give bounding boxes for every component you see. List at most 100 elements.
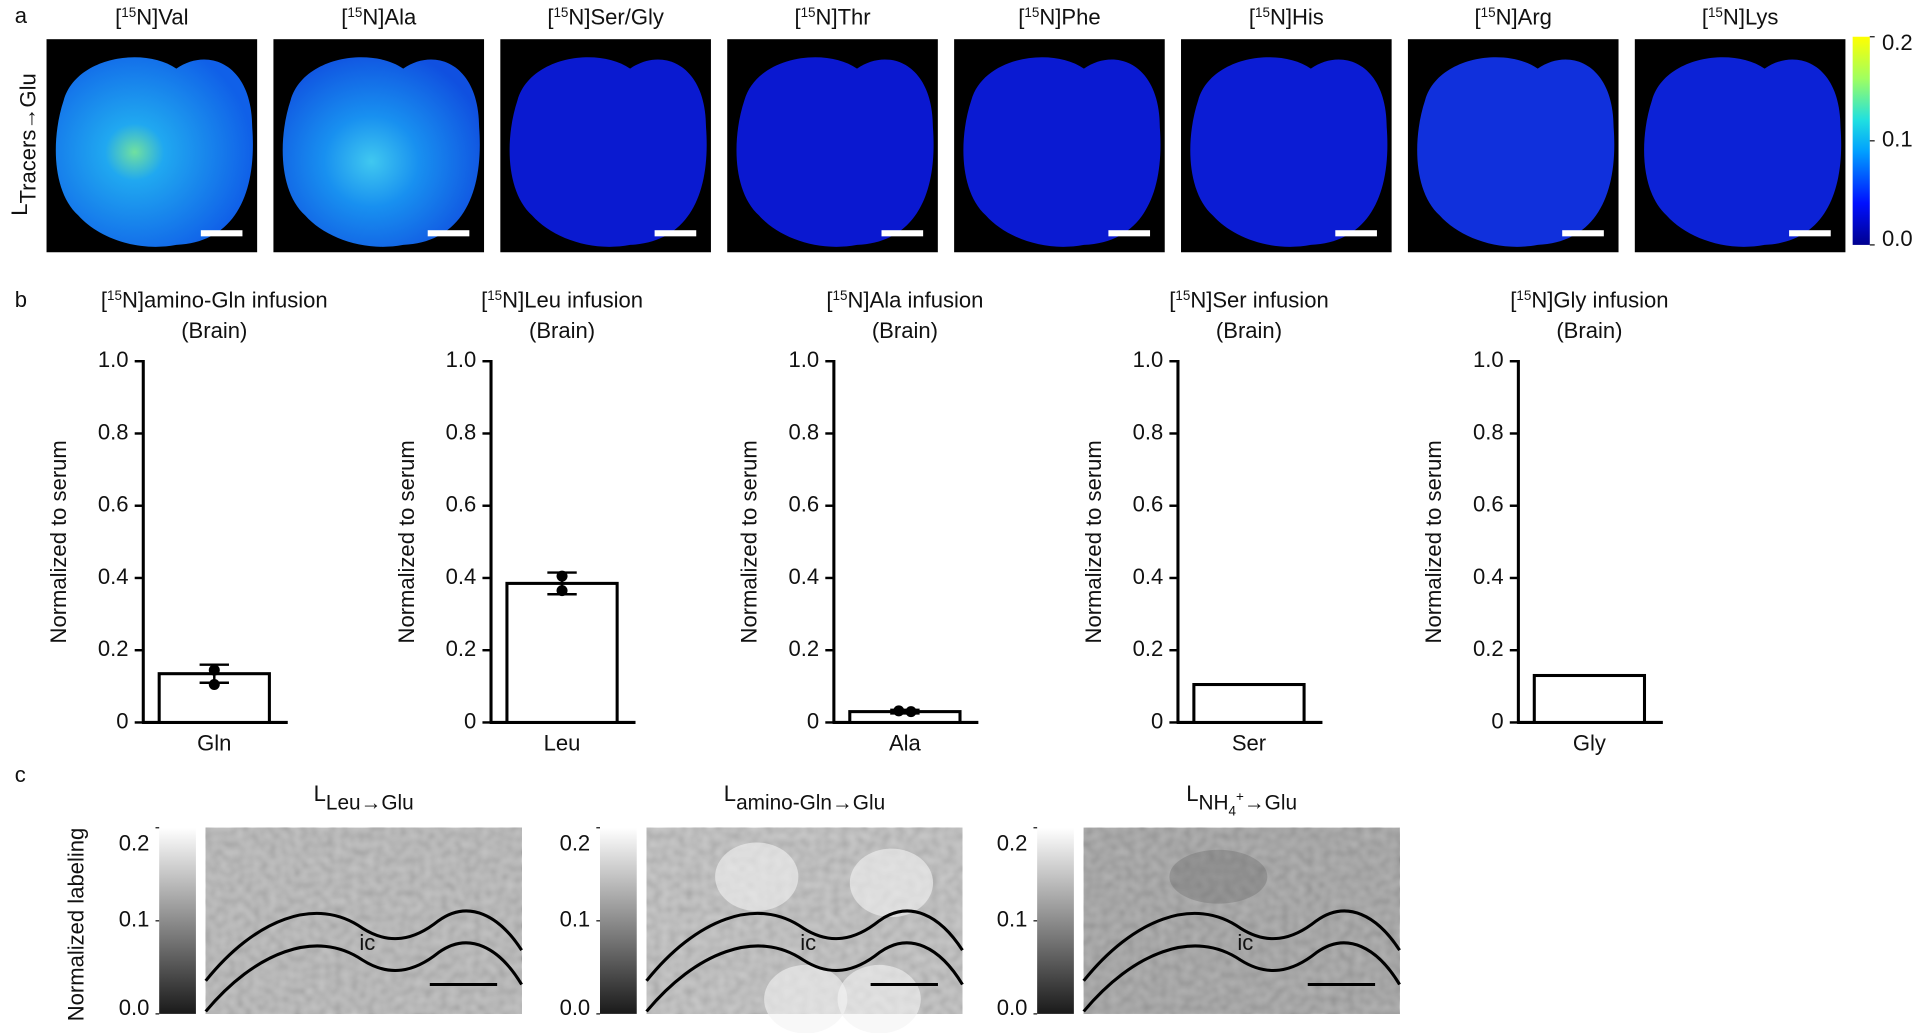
y-axis-label: Normalized labeling — [63, 828, 88, 1021]
scale-bar — [1789, 230, 1831, 237]
y-tick-label: 0.6 — [789, 492, 820, 517]
region-label: ic — [1237, 930, 1253, 955]
y-tick-label: 0.8 — [446, 419, 477, 444]
y-tick-label: 0.6 — [446, 492, 477, 517]
y-tick-label: 0.8 — [98, 419, 129, 444]
y-axis-label: Normalized to serum — [1421, 440, 1446, 643]
image-title-part: NH — [1198, 791, 1228, 814]
y-axis-label: Normalized to serum — [1081, 440, 1106, 643]
image-title: LNH4+→Glu — [1186, 781, 1297, 819]
colorbar-tick-label: 0.0 — [119, 995, 150, 1020]
image-tone — [1083, 827, 1400, 1014]
image-title: Lamino-Gln→Glu — [724, 781, 885, 815]
dark-region — [1169, 849, 1268, 904]
colorbar-tick-label: 0.2 — [997, 831, 1028, 856]
data-point — [208, 679, 220, 691]
chart-title-part: [ — [101, 287, 107, 312]
image-title-part: N]Ala — [362, 5, 417, 30]
image-title-part: N]Lys — [1723, 5, 1779, 30]
data-point — [556, 585, 568, 597]
bright-region — [715, 842, 799, 912]
image-title: [15N]Ser/Gly — [547, 5, 664, 30]
image-title: [15N]Ala — [341, 5, 417, 30]
chart-title-part: [ — [1169, 287, 1175, 312]
image-title-part: →Glu — [1244, 791, 1297, 814]
row-label-part: L — [7, 203, 32, 215]
chart-title-part: N]Ser infusion — [1190, 287, 1328, 312]
brain-section — [736, 57, 934, 247]
image-title-part: [ — [1475, 5, 1481, 30]
colorbar-tick-label: 0.1 — [997, 907, 1028, 932]
colorbar-tick-label: 0.0 — [560, 995, 591, 1020]
image-title-part: + — [1236, 789, 1244, 804]
y-axis-label: Normalized to serum — [46, 440, 71, 643]
chart-subtitle: (Brain) — [181, 318, 247, 343]
brain-section — [1644, 57, 1842, 247]
bright-region — [764, 964, 848, 1033]
region-outline — [204, 909, 523, 982]
image-title: [15N]Lys — [1702, 5, 1779, 30]
colorbar — [159, 827, 196, 1014]
y-tick-label: 0.6 — [98, 492, 129, 517]
chart-title-part: [ — [826, 287, 832, 312]
chart-title: [15N]amino-Gln infusion — [101, 287, 328, 312]
image-title-part: amino-Gln→Glu — [736, 791, 885, 814]
row-label: LTracers→Glu — [7, 73, 41, 215]
y-tick-label: 0 — [807, 708, 819, 733]
image-title-part: 15 — [1708, 5, 1723, 20]
y-axis-label: Normalized to serum — [737, 440, 762, 643]
colorbar — [1852, 36, 1870, 245]
scale-bar — [1562, 230, 1604, 237]
row-label-part: Tracers→Glu — [16, 73, 41, 203]
chart-title-part: [ — [1510, 287, 1516, 312]
image-title-part: [ — [1018, 5, 1024, 30]
y-tick-label: 0.8 — [789, 419, 820, 444]
image-title: [15N]Phe — [1018, 5, 1100, 30]
chart-title-part: 15 — [833, 288, 848, 303]
bar — [1532, 673, 1647, 724]
image-title: [15N]Thr — [794, 5, 870, 30]
y-tick-label: 0 — [116, 708, 128, 733]
y-tick-label: 1.0 — [789, 347, 820, 372]
image-title-part: Leu→Glu — [326, 791, 414, 814]
y-tick-label: 0.8 — [1473, 419, 1504, 444]
data-point — [208, 664, 220, 676]
y-axis-label: Normalized to serum — [394, 440, 419, 643]
colorbar-tick-label: 0.1 — [119, 907, 150, 932]
chart-title-part: N]amino-Gln infusion — [122, 287, 328, 312]
scale-bar — [427, 230, 470, 237]
scale-bar — [654, 230, 697, 237]
scale-bar — [1335, 230, 1377, 237]
bright-region — [837, 964, 921, 1033]
x-tick-label: Leu — [544, 730, 581, 755]
image-title-part: [ — [115, 5, 121, 30]
y-tick-label: 0.4 — [446, 564, 477, 589]
chart-title-part: 15 — [487, 288, 502, 303]
x-tick-label: Ser — [1232, 730, 1266, 755]
y-tick-label: 0.4 — [1133, 564, 1164, 589]
chart-title: [15N]Gly infusion — [1510, 287, 1668, 312]
brain-section — [55, 57, 253, 247]
scale-bar — [200, 230, 243, 237]
y-tick-label: 0.8 — [1133, 419, 1164, 444]
image-title-part: L — [1186, 781, 1198, 806]
brain-section — [282, 57, 480, 247]
image-title-part: [ — [547, 5, 553, 30]
image-title-part: L — [314, 781, 326, 806]
image-title-part: 15 — [347, 5, 362, 20]
y-tick-label: 0.2 — [98, 636, 129, 661]
image-title: LLeu→Glu — [314, 781, 414, 815]
scale-bar — [1108, 230, 1151, 237]
y-tick-label: 1.0 — [98, 347, 129, 372]
y-tick-label: 0 — [1151, 708, 1163, 733]
bar — [505, 581, 619, 724]
region-outline — [204, 941, 523, 1013]
chart-subtitle: (Brain) — [529, 318, 595, 343]
brain-section — [963, 57, 1161, 247]
y-tick-label: 0 — [1491, 708, 1503, 733]
colorbar — [600, 827, 637, 1014]
image-title-part: 4 — [1229, 804, 1237, 819]
chart-title-part: 15 — [107, 288, 122, 303]
colorbar — [1037, 827, 1074, 1014]
